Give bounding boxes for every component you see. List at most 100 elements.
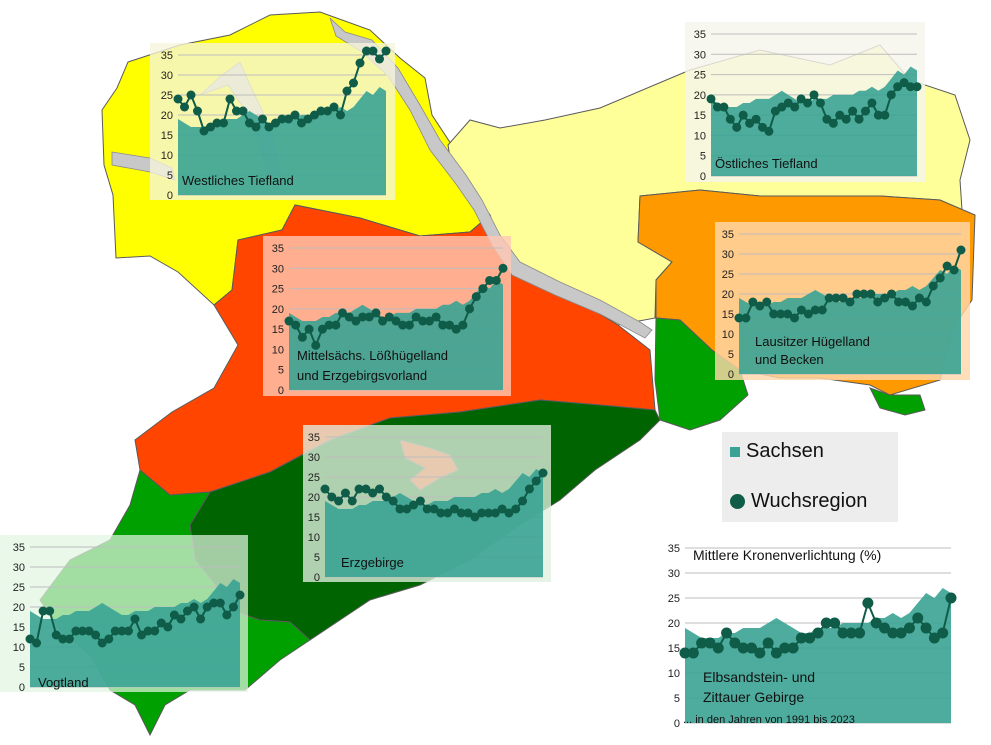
y-tick-label: 0 <box>19 682 25 694</box>
data-point-wuchsregion <box>751 114 761 124</box>
region-elbsandstein-map <box>869 387 926 416</box>
data-point-wuchsregion <box>895 627 907 639</box>
data-point-wuchsregion <box>317 324 327 334</box>
legend: Sachsen Wuchsregion <box>722 432 898 522</box>
data-point-wuchsregion <box>770 106 780 116</box>
data-point-wuchsregion <box>297 118 306 128</box>
y-tick-label: 10 <box>722 329 734 341</box>
data-point-wuchsregion <box>436 508 446 518</box>
y-tick-label: 35 <box>161 50 173 62</box>
data-point-wuchsregion <box>209 598 219 608</box>
data-point-wuchsregion <box>251 122 261 132</box>
data-point-wuchsregion <box>796 94 806 104</box>
data-point-wuchsregion <box>375 484 384 494</box>
data-point-wuchsregion <box>391 316 401 326</box>
data-point-wuchsregion <box>854 627 866 639</box>
data-point-wuchsregion <box>409 500 419 510</box>
data-point-wuchsregion <box>202 602 212 612</box>
chart-ostliches-tiefland: 0 5 10 15 20 25 30 35 Östliches Tiefland <box>694 29 922 183</box>
data-point-wuchsregion <box>754 647 766 659</box>
legend-swatch-sachsen <box>730 446 740 457</box>
data-point-wuchsregion <box>935 273 945 283</box>
data-point-wuchsregion <box>415 496 425 506</box>
chart-title: Östliches Tiefland <box>715 156 818 171</box>
data-point-wuchsregion <box>787 642 799 654</box>
chart-panel-mittelsachs-lo-hugelland-und-erzgebirgsvorland: 0 5 10 15 20 25 30 35 Mittelsächs. Lößhügelland u… <box>263 236 511 397</box>
y-tick-label: 35 <box>694 29 706 41</box>
data-point-wuchsregion <box>97 638 107 648</box>
data-point-wuchsregion <box>903 622 915 634</box>
data-point-wuchsregion <box>937 627 949 639</box>
chart-title: Lausitzer Hügelland <box>755 334 870 349</box>
data-point-wuchsregion <box>845 297 855 307</box>
y-tick-label: 35 <box>668 543 680 555</box>
data-point-wuchsregion <box>123 626 133 636</box>
data-point-wuchsregion <box>704 637 716 649</box>
y-tick-label: 20 <box>722 289 734 301</box>
y-tick-label: 30 <box>13 562 25 574</box>
data-point-wuchsregion <box>696 637 708 649</box>
data-point-wuchsregion <box>424 316 434 326</box>
series-area-sachsen <box>685 588 951 723</box>
data-point-wuchsregion <box>271 118 280 128</box>
data-point-wuchsregion <box>422 504 432 514</box>
data-point-wuchsregion <box>169 610 179 620</box>
chart-subtitle: und Becken <box>755 352 824 367</box>
chart-panel-lausitzer-hugelland-und-becken: 0 5 10 15 20 25 30 35 Lausitzer Hügelland und Bec… <box>715 222 970 381</box>
data-point-wuchsregion <box>764 126 774 136</box>
data-point-wuchsregion <box>478 284 488 294</box>
data-point-wuchsregion <box>854 114 864 124</box>
data-point-wuchsregion <box>402 504 412 514</box>
data-point-wuchsregion <box>949 265 959 275</box>
data-point-wuchsregion <box>490 508 500 518</box>
series-area-sachsen <box>178 87 386 195</box>
data-point-wuchsregion <box>310 110 319 120</box>
data-point-wuchsregion <box>431 312 441 322</box>
data-point-wuchsregion <box>538 468 548 478</box>
data-point-wuchsregion <box>899 78 909 88</box>
chart-subtitle: und Erzgebirgsvorland <box>297 368 427 383</box>
data-point-wuchsregion <box>755 301 765 311</box>
data-point-wuchsregion <box>347 496 357 506</box>
y-tick-label: 25 <box>161 90 173 102</box>
data-point-wuchsregion <box>894 297 904 307</box>
data-point-wuchsregion <box>38 606 48 616</box>
data-point-wuchsregion <box>303 114 313 124</box>
data-point-wuchsregion <box>58 634 68 644</box>
data-point-wuchsregion <box>831 293 841 303</box>
y-tick-label: 35 <box>308 432 320 444</box>
data-point-wuchsregion <box>880 293 890 303</box>
chart-lausitzer-hugelland-und-becken: 0 5 10 15 20 25 30 35 Lausitzer Hügelland und Bec… <box>722 229 966 381</box>
data-point-wuchsregion <box>225 94 235 104</box>
data-point-wuchsregion <box>687 647 699 659</box>
data-point-wuchsregion <box>329 102 339 112</box>
data-point-wuchsregion <box>866 289 876 299</box>
data-point-wuchsregion <box>679 647 691 659</box>
data-point-wuchsregion <box>71 626 81 636</box>
data-point-wuchsregion <box>228 602 238 612</box>
data-point-wuchsregion <box>762 637 774 649</box>
data-point-wuchsregion <box>340 488 350 498</box>
data-point-wuchsregion <box>498 263 508 273</box>
legend-item-sachsen: Sachsen <box>730 440 824 463</box>
legend-label-wuchsregion: Wuchsregion <box>751 490 868 512</box>
data-point-wuchsregion <box>196 614 206 624</box>
y-tick-label: 25 <box>722 269 734 281</box>
data-point-wuchsregion <box>351 316 361 326</box>
chart-title: Westliches Tiefland <box>182 173 294 188</box>
y-tick-label: 5 <box>728 349 734 361</box>
data-point-wuchsregion <box>803 98 813 108</box>
series-area-sachsen <box>325 469 543 577</box>
chart-westliches-tiefland: 0 5 10 15 20 25 30 35 Westliches Tiefland <box>161 46 391 202</box>
series-area-sachsen <box>711 66 917 176</box>
y-tick-label: 15 <box>13 622 25 634</box>
data-point-wuchsregion <box>222 610 232 620</box>
data-point-wuchsregion <box>712 102 722 112</box>
data-point-wuchsregion <box>331 320 341 330</box>
data-point-wuchsregion <box>942 261 952 271</box>
data-point-wuchsregion <box>725 114 735 124</box>
y-tick-label: 0 <box>674 718 680 730</box>
y-tick-label: 20 <box>161 110 173 122</box>
data-point-wuchsregion <box>901 297 910 307</box>
data-point-wuchsregion <box>323 106 332 116</box>
